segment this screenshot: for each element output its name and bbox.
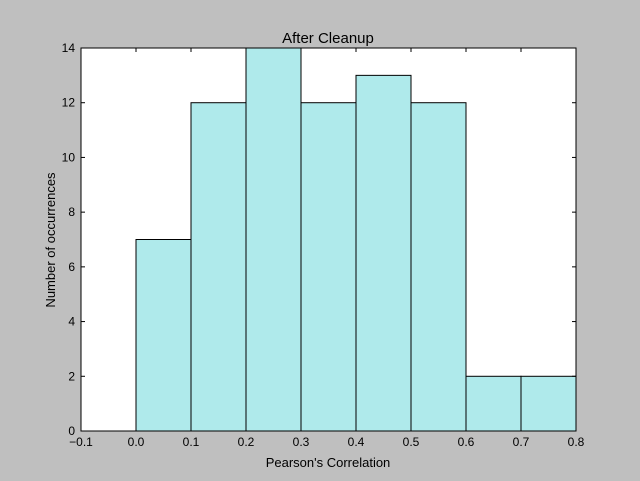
x-tick-label: 0.2 <box>238 435 255 449</box>
x-tick-label: 0.6 <box>458 435 475 449</box>
y-tick-label: 4 <box>68 315 75 329</box>
y-axis-label: Number of occurrences <box>43 172 58 308</box>
histogram-bar <box>190 102 247 432</box>
y-tick-label: 12 <box>62 96 76 110</box>
histogram-bar <box>520 375 577 432</box>
x-tick-label: 0.1 <box>183 435 200 449</box>
bars-group <box>135 47 577 432</box>
histogram-bar <box>300 102 357 432</box>
x-tick-label: 0.0 <box>128 435 145 449</box>
x-axis-label: Pearson's Correlation <box>266 455 391 470</box>
tick-labels-group: −0.1 0.0 0.1 0.2 0.3 0.4 0.5 0.6 0.7 0.8 0 2 4 6 8 10 12… <box>62 41 585 449</box>
y-tick-label: 6 <box>68 260 75 274</box>
histogram-bar <box>245 47 302 432</box>
histogram-bar <box>135 239 192 432</box>
x-tick-label: 0.8 <box>568 435 585 449</box>
y-tick-label: 0 <box>68 424 75 438</box>
y-tick-label: 8 <box>68 205 75 219</box>
y-tick-label: 2 <box>68 369 75 383</box>
x-tick-label: −0.1 <box>69 435 93 449</box>
x-tick-label: 0.5 <box>403 435 420 449</box>
histogram-bar <box>465 375 522 432</box>
y-tick-label: 14 <box>62 41 76 55</box>
y-tick-label: 10 <box>62 150 76 164</box>
chart-title: After Cleanup <box>282 30 374 47</box>
plot-frame <box>80 47 577 432</box>
histogram-bar <box>355 74 412 432</box>
x-tick-label: 0.3 <box>293 435 310 449</box>
x-tick-label: 0.4 <box>348 435 365 449</box>
x-tick-label: 0.7 <box>513 435 530 449</box>
histogram-bar <box>410 102 467 432</box>
